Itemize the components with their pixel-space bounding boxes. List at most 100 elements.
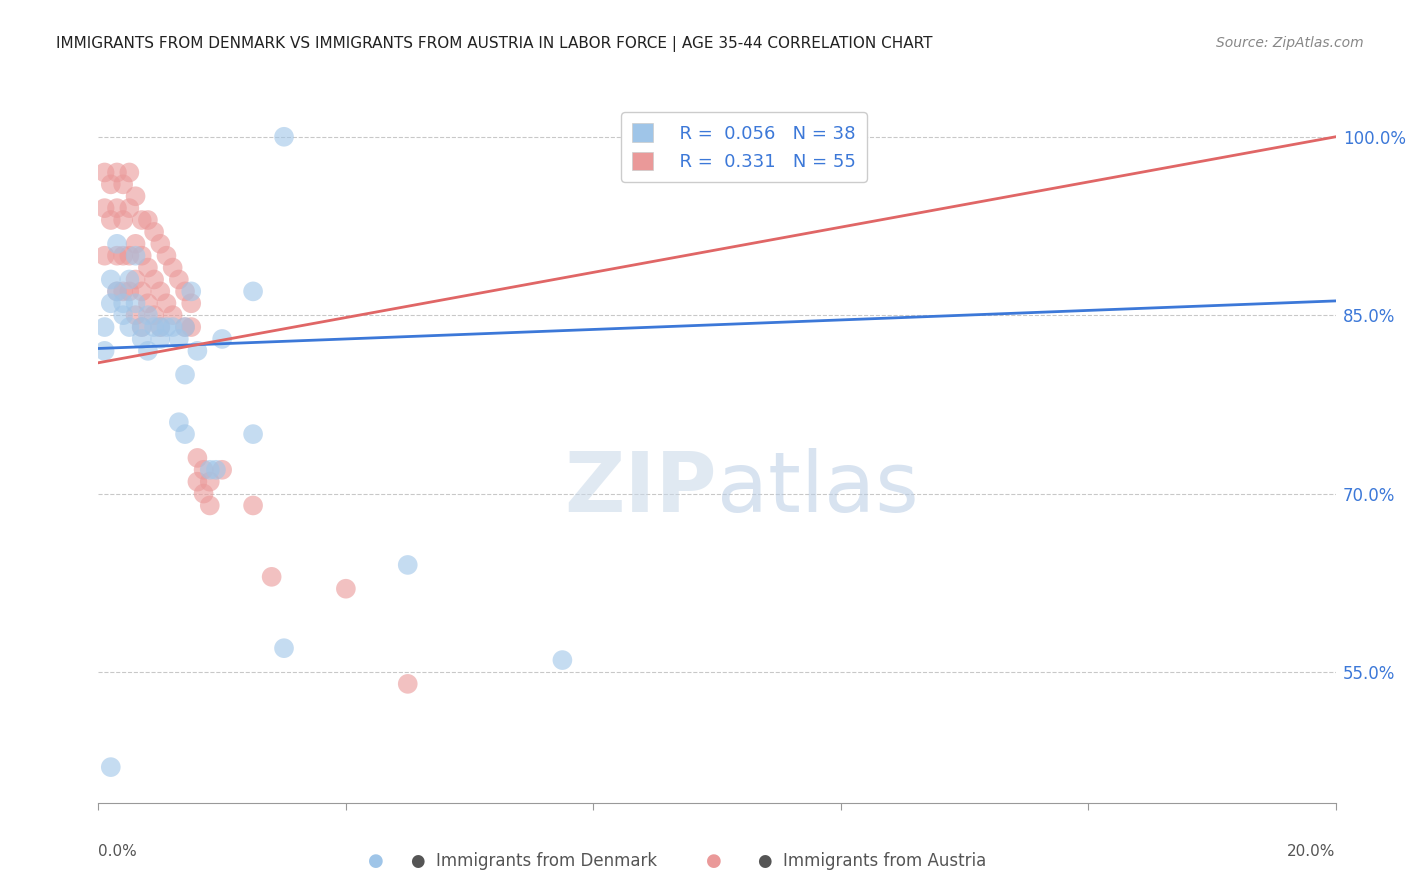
Text: 0.0%: 0.0% [98,845,138,859]
Point [273,129,295,144]
Point [143,308,166,322]
Point [180,320,202,334]
Point [155,249,177,263]
Point [105,285,128,299]
Point [105,165,128,179]
Point [149,320,172,334]
Point [551,653,574,667]
Point [162,308,184,322]
Text: atlas: atlas [717,449,918,529]
Point [211,332,233,346]
Point [198,475,221,489]
Point [193,486,215,500]
Point [167,272,190,286]
Point [149,236,172,251]
Point [105,201,128,215]
Point [118,320,141,334]
Point [105,249,128,263]
Text: IMMIGRANTS FROM DENMARK VS IMMIGRANTS FROM AUSTRIA IN LABOR FORCE | AGE 35-44 CO: IMMIGRANTS FROM DENMARK VS IMMIGRANTS FR… [56,36,932,52]
Point [100,178,122,192]
Point [242,285,264,299]
Point [131,320,153,334]
Point [167,332,190,346]
Text: ●  Immigrants from Austria: ● Immigrants from Austria [758,852,986,870]
Point [186,450,208,465]
Point [112,308,135,322]
Point [93,343,115,358]
Point [136,213,159,227]
Point [242,427,264,442]
Point [396,677,419,691]
Point [136,308,159,322]
Point [100,296,122,310]
Point [131,320,153,334]
Point [124,249,146,263]
Point [136,343,159,358]
Point [396,558,419,572]
Point [124,308,146,322]
Point [260,570,283,584]
Point [118,165,141,179]
Text: ●  Immigrants from Denmark: ● Immigrants from Denmark [411,852,658,870]
Point [174,368,197,382]
Point [118,272,141,286]
Point [118,285,141,299]
Point [174,427,197,442]
Point [211,463,233,477]
Point [100,760,122,774]
Text: 20.0%: 20.0% [1288,845,1336,859]
Point [118,249,141,263]
Point [136,260,159,275]
Point [100,213,122,227]
Point [124,189,146,203]
Point [105,285,128,299]
Point [124,236,146,251]
Point [112,213,135,227]
Point [198,463,221,477]
Text: ●: ● [368,852,384,870]
Point [93,320,115,334]
Point [105,236,128,251]
Point [167,415,190,429]
Text: ●: ● [706,852,721,870]
Point [174,320,197,334]
Point [112,285,135,299]
Point [193,463,215,477]
Point [112,178,135,192]
Point [162,320,184,334]
Point [124,272,146,286]
Legend:   R =  0.056   N = 38,   R =  0.331   N = 55: R = 0.056 N = 38, R = 0.331 N = 55 [621,112,866,182]
Point [273,641,295,656]
Point [242,499,264,513]
Point [93,165,115,179]
Text: ZIP: ZIP [565,449,717,529]
Point [335,582,357,596]
Point [186,475,208,489]
Point [118,201,141,215]
Point [162,260,184,275]
Point [180,296,202,310]
Point [155,296,177,310]
Point [198,499,221,513]
Point [149,332,172,346]
Point [205,463,228,477]
Point [131,285,153,299]
Point [186,343,208,358]
Point [112,249,135,263]
Point [124,296,146,310]
Point [131,332,153,346]
Point [143,225,166,239]
Point [174,285,197,299]
Point [143,272,166,286]
Point [136,296,159,310]
Text: Source: ZipAtlas.com: Source: ZipAtlas.com [1216,36,1364,50]
Point [149,320,172,334]
Point [93,201,115,215]
Point [149,285,172,299]
Point [131,249,153,263]
Point [100,272,122,286]
Point [174,320,197,334]
Point [112,296,135,310]
Point [155,320,177,334]
Point [180,285,202,299]
